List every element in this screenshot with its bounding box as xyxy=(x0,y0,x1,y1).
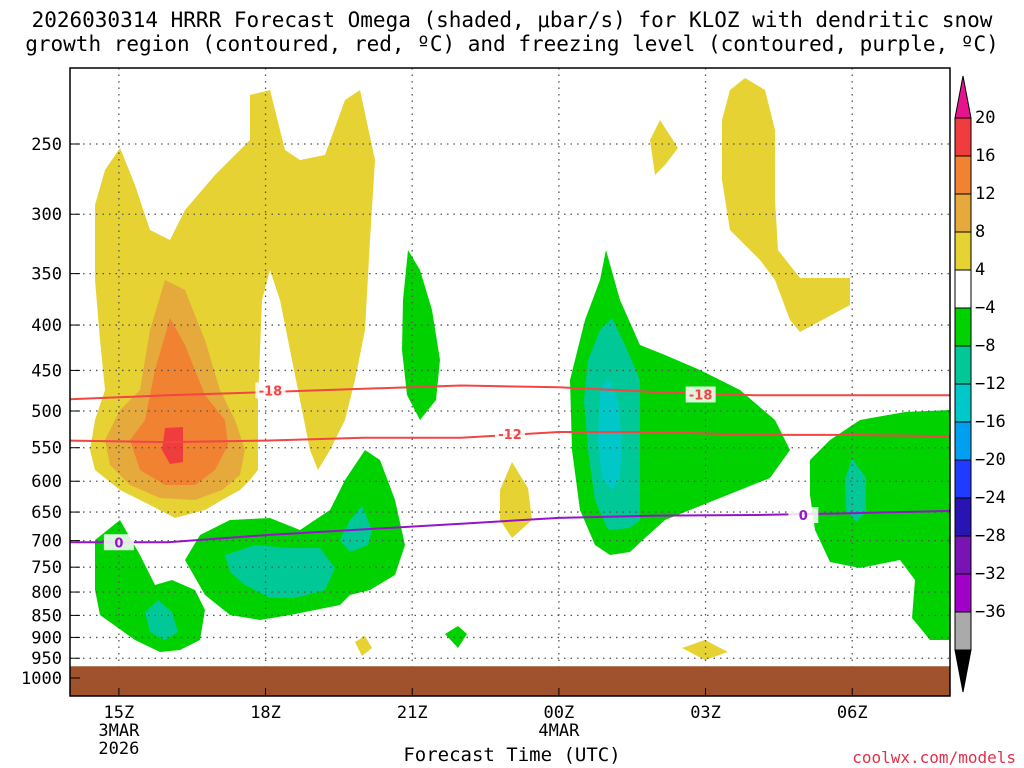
colorbar-label: −8 xyxy=(975,336,995,356)
omega-region-sinking-8 xyxy=(225,545,335,598)
colorbar-label: 16 xyxy=(975,146,995,166)
colorbar-swatch xyxy=(954,497,972,537)
colorbar-label: −16 xyxy=(975,412,1006,432)
omega-region-sinking-4 xyxy=(810,410,950,640)
colorbar-bottom-arrow xyxy=(954,649,972,693)
y-tick-label: 400 xyxy=(31,316,62,336)
chart-title-line1: 2026030314 HRRR Forecast Omega (shaded, … xyxy=(31,8,993,32)
omega-region-sinking-8 xyxy=(845,458,866,522)
colorbar-label: 12 xyxy=(975,184,995,204)
y-tick-label: 950 xyxy=(31,649,62,669)
omega-region-rising-16 xyxy=(162,427,183,464)
contour-label-bg xyxy=(685,386,716,403)
colorbar-swatch xyxy=(954,231,972,271)
colorbar-swatch xyxy=(954,193,972,233)
colorbar-swatch xyxy=(954,535,972,575)
colorbar: 20 16 12 8 4 −4 −8 −12 −16 −20 −24 −28 −32 −36 xyxy=(954,75,1006,693)
chart-title-line2: growth region (contoured, red, ºC) and f… xyxy=(25,32,999,56)
colorbar-label: 20 xyxy=(975,108,995,128)
y-tick-label: 600 xyxy=(31,472,62,492)
y-tick-label: 900 xyxy=(31,628,62,648)
credit-text: coolwx.com/models xyxy=(852,748,1016,767)
y-tick-label: 650 xyxy=(31,503,62,523)
x-tick-label: 03Z xyxy=(690,703,721,723)
omega-region-rising-4 xyxy=(722,78,850,332)
y-tick-label: 550 xyxy=(31,439,62,459)
omega-region-rising-4 xyxy=(355,636,372,656)
y-tick-label: 500 xyxy=(31,402,62,422)
colorbar-swatch xyxy=(954,573,972,613)
y-tick-label: 800 xyxy=(31,583,62,603)
colorbar-swatch xyxy=(954,155,972,195)
x-tick-label: 3MAR xyxy=(98,721,140,741)
colorbar-label: −24 xyxy=(975,488,1006,508)
contour-label-bg xyxy=(788,507,819,524)
colorbar-label: −32 xyxy=(975,564,1006,584)
colorbar-swatch xyxy=(954,421,972,461)
colorbar-label: −12 xyxy=(975,374,1006,394)
y-tick-label: 250 xyxy=(31,135,62,155)
colorbar-label: −4 xyxy=(975,298,995,318)
colorbar-swatch xyxy=(954,117,972,157)
y-tick-label: 450 xyxy=(31,361,62,381)
omega-region-rising-12 xyxy=(130,318,228,485)
contour-label: -12 xyxy=(498,428,522,443)
contour-label: 0 xyxy=(799,509,808,524)
omega-region-rising-4 xyxy=(650,120,678,175)
x-axis-label: Forecast Time (UTC) xyxy=(403,744,621,766)
contour-labels: -18 -18 -12 0 0 xyxy=(103,382,819,551)
y-tick-label: 700 xyxy=(31,532,62,552)
x-tick-label: 4MAR xyxy=(538,721,580,741)
colorbar-swatch xyxy=(954,269,972,309)
colorbar-label: −20 xyxy=(975,450,1006,470)
omega-region-sinking-12 xyxy=(598,378,622,490)
omega-region-sinking-4 xyxy=(445,626,467,648)
contour-label: 0 xyxy=(114,536,123,551)
chart-title: 2026030314 HRRR Forecast Omega (shaded, … xyxy=(0,8,1024,56)
colorbar-label: 8 xyxy=(975,222,985,242)
colorbar-swatch xyxy=(954,345,972,385)
colorbar-swatch xyxy=(954,459,972,499)
terrain-surface xyxy=(70,666,950,696)
x-tick-label: 18Z xyxy=(250,703,281,723)
x-gridlines xyxy=(118,68,853,667)
contour-line xyxy=(69,384,950,401)
x-tick-label: 00Z xyxy=(544,703,575,723)
y-tick-label: 750 xyxy=(31,558,62,578)
x-tick-label: 21Z xyxy=(397,703,428,723)
contour-label: -18 xyxy=(689,388,713,403)
colorbar-label: −36 xyxy=(975,602,1006,622)
y-tick-label: 300 xyxy=(31,205,62,225)
x-tick-label: 2026 xyxy=(98,739,139,759)
colorbar-top-arrow xyxy=(954,75,972,119)
contour-label: -18 xyxy=(259,384,283,399)
plot-frame xyxy=(69,67,951,697)
omega-region-sinking-4 xyxy=(95,520,205,652)
y-tick-label: 850 xyxy=(31,606,62,626)
colorbar-label: 4 xyxy=(975,260,985,280)
colorbar-swatch xyxy=(954,307,972,347)
colorbar-swatch xyxy=(954,611,972,651)
x-tick-label: 06Z xyxy=(837,703,868,723)
omega-region-sinking-4 xyxy=(402,250,440,420)
y-tick-label: 350 xyxy=(31,265,62,285)
omega-region-sinking-8 xyxy=(145,600,178,640)
y-axis: 2503003504004505005506006507007508008509… xyxy=(21,135,80,689)
contour-label-bg xyxy=(495,426,525,443)
omega-region-rising-4 xyxy=(682,640,728,660)
colorbar-swatch xyxy=(954,383,972,423)
x-tick-label: 15Z xyxy=(104,703,135,723)
contour-label-bg xyxy=(255,382,286,399)
y-tick-label: 1000 xyxy=(21,669,62,689)
colorbar-label: −28 xyxy=(975,526,1006,546)
contour-label-bg xyxy=(103,534,134,551)
